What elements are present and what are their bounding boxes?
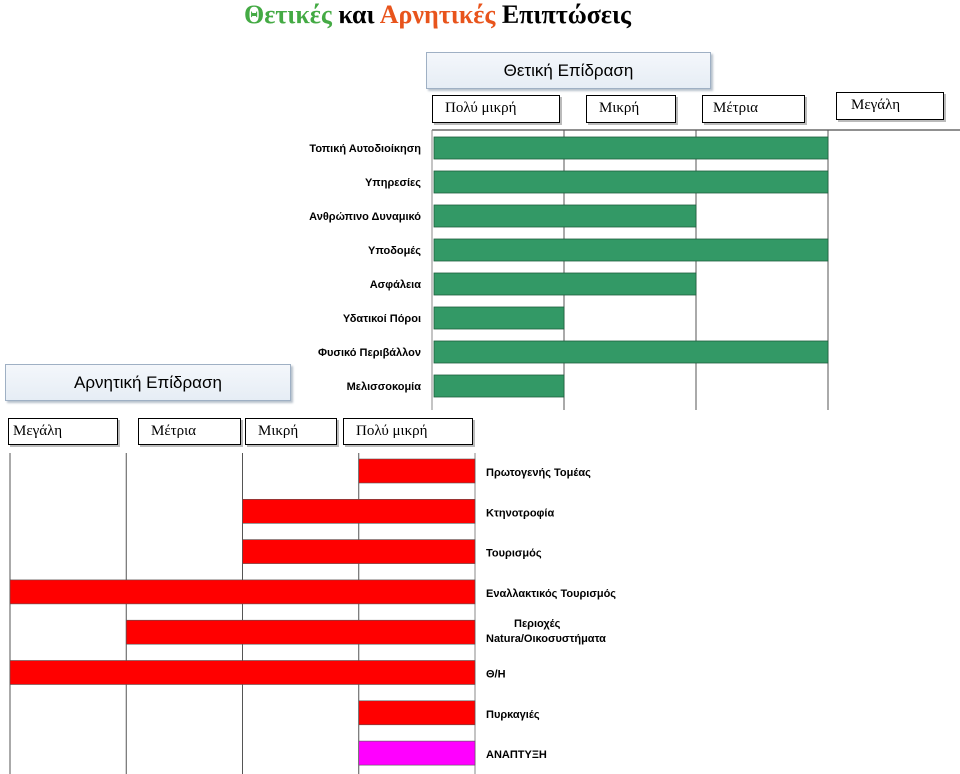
title-effects-word: Επιπτώσεις: [501, 0, 632, 29]
positive-chart-category-labels: Τοπική Αυτοδιοίκηση Υπηρεσίες Ανθρώπινο Δυ…: [309, 143, 421, 393]
positive-bar: [433, 272, 697, 296]
positive-category-label: Υπηρεσίες: [365, 177, 421, 189]
title-negative-word: Αρνητικές: [379, 0, 496, 29]
negative-bar: [9, 579, 476, 605]
negative-category-label: Πυρκαγιές: [486, 709, 540, 721]
positive-scale-very-small: Πολύ μικρή: [432, 95, 560, 123]
positive-bar: [433, 238, 829, 262]
negative-bar: [125, 619, 476, 645]
positive-chart-title: Θετική Επίδραση: [426, 52, 711, 89]
negative-category-label: ΑΝΑΠΤΥΞΗ: [486, 749, 547, 761]
positive-bar: [433, 204, 697, 228]
negative-scale-large: Μεγάλη: [8, 418, 118, 445]
title-and-word: και: [338, 0, 375, 29]
negative-chart-category-labels: Πρωτογενής Τομέας Κτηνοτροφία Τουρισμός Ενα…: [486, 467, 616, 761]
positive-category-label: Τοπική Αυτοδιοίκηση: [309, 143, 421, 155]
negative-category-label: Θ/Η: [486, 669, 506, 681]
negative-category-label: Περιοχές: [514, 618, 561, 630]
positive-bar: [433, 170, 829, 194]
positive-bar: [433, 340, 829, 364]
negative-bar: [358, 700, 476, 726]
negative-category-label: Πρωτογενής Τομέας: [486, 467, 591, 479]
positive-chart-bars: [433, 136, 829, 398]
negative-category-label: Natura/Οικοσυστήματα: [486, 633, 606, 645]
negative-bar: [358, 458, 476, 484]
negative-bar: [358, 740, 476, 766]
positive-category-label: Υδατικοί Πόροι: [343, 313, 421, 325]
negative-bar: [9, 660, 476, 685]
negative-chart-title: Αρνητική Επίδραση: [5, 364, 291, 401]
negative-scale-small: Μικρή: [245, 418, 337, 445]
negative-category-label: Κτηνοτροφία: [486, 507, 554, 519]
negative-bar: [242, 498, 476, 524]
positive-scale-large: Μεγάλη: [836, 92, 944, 120]
negative-scale-very-small: Πολύ μικρή: [343, 418, 473, 445]
negative-category-label: Τουρισμός: [486, 548, 542, 560]
positive-category-label: Υποδομές: [368, 245, 421, 257]
positive-bar: [433, 306, 565, 330]
positive-scale-medium: Μέτρια: [702, 95, 805, 123]
negative-scale-medium: Μέτρια: [138, 418, 241, 445]
positive-category-label: Μελισσοκομία: [347, 381, 422, 393]
positive-category-label: Φυσικό Περιβάλλον: [318, 347, 421, 359]
title-positive-word: Θετικές: [243, 0, 332, 29]
negative-bar: [242, 539, 476, 564]
positive-category-label: Ανθρώπινο Δυναμικό: [309, 211, 421, 223]
page-title: Θετικές και Αρνητικές Επιπτώσεις: [0, 0, 875, 30]
positive-category-label: Ασφάλεια: [370, 279, 421, 291]
positive-bar: [433, 374, 565, 398]
negative-chart-bars: [9, 458, 476, 766]
positive-bar: [433, 136, 829, 160]
negative-category-label: Εναλλακτικός Τουρισμός: [486, 588, 616, 600]
positive-scale-small: Μικρή: [586, 95, 676, 123]
